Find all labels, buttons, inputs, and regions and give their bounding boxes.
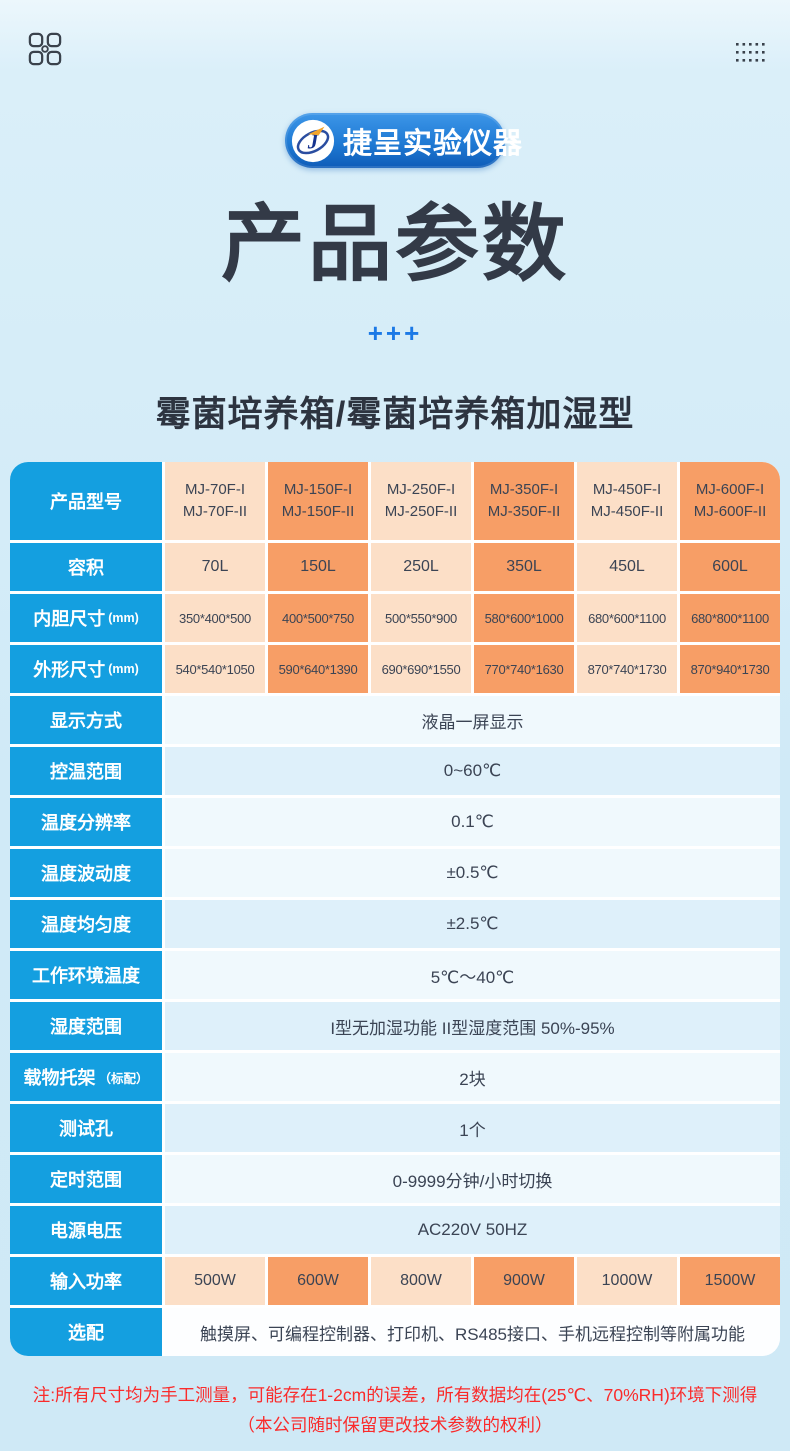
svg-text:J: J [307, 129, 320, 153]
row-label-text: 内胆尺寸 [33, 609, 106, 629]
row-label-text: 外形尺寸 [33, 660, 106, 680]
row-label-temp-range: 控温范围 [10, 747, 162, 795]
volume-cell: 150L [268, 543, 368, 591]
model-cell: MJ-600F-I MJ-600F-II [680, 462, 780, 540]
brand-name: 捷呈实验仪器 [343, 127, 524, 160]
row-label-temp-resolution: 温度分辨率 [10, 798, 162, 846]
outer-size-cell: 540*540*1050 [165, 645, 265, 693]
volume-cell: 70L [165, 543, 265, 591]
inner-size-cell: 580*600*1000 [474, 594, 574, 642]
brand-logo-icon: J [291, 119, 335, 162]
input-power-cell: 500W [165, 1257, 265, 1305]
row-label-timer-range: 定时范围 [10, 1155, 162, 1203]
footnote-line-1: 注:所有尺寸均为手工测量，可能存在1-2cm的误差，所有数据均在(25℃、70%… [32, 1385, 758, 1405]
inner-size-cell: 400*500*750 [268, 594, 368, 642]
timer-range-value: 0-9999分钟/小时切换 [165, 1155, 780, 1203]
row-label-unit: （标配） [98, 1071, 149, 1086]
model-cell: MJ-250F-I MJ-250F-II [371, 462, 471, 540]
ambient-temp-value: 5℃～40℃ [165, 951, 780, 999]
row-label-temp-fluctuation: 温度波动度 [10, 849, 162, 897]
row-label-power-supply: 电源电压 [10, 1206, 162, 1254]
outer-size-cell: 870*740*1730 [577, 645, 677, 693]
power-supply-value: AC220V 50HZ [165, 1206, 780, 1254]
model-cell: MJ-150F-I MJ-150F-II [268, 462, 368, 540]
inner-size-cell: 680*800*1100 [680, 594, 780, 642]
row-label-display: 显示方式 [10, 696, 162, 744]
row-label-unit: (mm) [108, 611, 139, 625]
row-label-test-hole: 测试孔 [10, 1104, 162, 1152]
temp-range-value: 0~60℃ [165, 747, 780, 795]
inner-size-cell: 350*400*500 [165, 594, 265, 642]
outer-size-cell: 770*740*1630 [474, 645, 574, 693]
row-label-shelves: 载物托架 （标配） [10, 1053, 162, 1101]
temp-uniformity-value: ±2.5℃ [165, 900, 780, 948]
volume-cell: 250L [371, 543, 471, 591]
outer-size-cell: 690*690*1550 [371, 645, 471, 693]
product-subtitle: 霉菌培养箱/霉菌培养箱加湿型 [155, 395, 635, 434]
page-title: 产品参数 [220, 197, 569, 291]
row-label-unit: (mm) [108, 662, 139, 676]
spec-table: 产品型号 MJ-70F-I MJ-70F-II MJ-150F-I MJ-150… [10, 462, 780, 1356]
humidity-range-value: I型无加湿功能 II型湿度范围 50%-95% [165, 1002, 780, 1050]
model-cell: MJ-450F-I MJ-450F-II [577, 462, 677, 540]
temp-resolution-value: 0.1℃ [165, 798, 780, 846]
row-label-outer-size: 外形尺寸 (mm) [10, 645, 162, 693]
input-power-cell: 800W [371, 1257, 471, 1305]
volume-cell: 350L [474, 543, 574, 591]
row-label-options: 选配 [10, 1308, 162, 1356]
temp-fluctuation-value: ±0.5℃ [165, 849, 780, 897]
outer-size-cell: 590*640*1390 [268, 645, 368, 693]
row-label-ambient-temp: 工作环境温度 [10, 951, 162, 999]
input-power-cell: 1000W [577, 1257, 677, 1305]
row-label-volume: 容积 [10, 543, 162, 591]
plus-marks-decoration: +++ [367, 318, 423, 348]
volume-cell: 450L [577, 543, 677, 591]
row-label-temp-uniformity: 温度均匀度 [10, 900, 162, 948]
row-label-text: 载物托架 [23, 1068, 96, 1088]
input-power-cell: 1500W [680, 1257, 780, 1305]
volume-cell: 600L [680, 543, 780, 591]
row-label-inner-size: 内胆尺寸 (mm) [10, 594, 162, 642]
footnote-line-2: （本公司随时保留更改技术参数的权利） [237, 1415, 553, 1435]
inner-size-cell: 500*550*900 [371, 594, 471, 642]
shelves-value: 2块 [165, 1053, 780, 1101]
dots-grid-icon [736, 43, 765, 62]
input-power-cell: 900W [474, 1257, 574, 1305]
test-hole-value: 1个 [165, 1104, 780, 1152]
four-squares-icon [28, 32, 62, 66]
row-label-input-power: 输入功率 [10, 1257, 162, 1305]
model-cell: MJ-70F-I MJ-70F-II [165, 462, 265, 540]
outer-size-cell: 870*940*1730 [680, 645, 780, 693]
brand-badge: J 捷呈实验仪器 [285, 113, 522, 168]
input-power-cell: 600W [268, 1257, 368, 1305]
row-label-humidity-range: 湿度范围 [10, 1002, 162, 1050]
model-cell: MJ-350F-I MJ-350F-II [474, 462, 574, 540]
display-mode-value: 液晶一屏显示 [165, 696, 780, 744]
inner-size-cell: 680*600*1100 [577, 594, 677, 642]
row-label-model: 产品型号 [10, 462, 162, 540]
options-value: 触摸屏、可编程控制器、打印机、RS485接口、手机远程控制等附属功能 [165, 1308, 780, 1356]
